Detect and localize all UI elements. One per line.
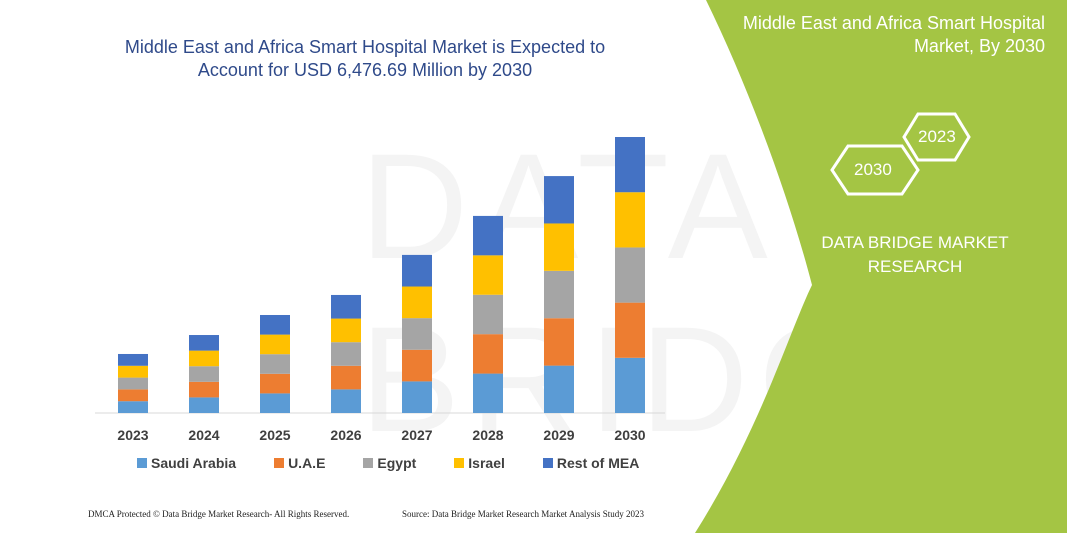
legend-swatch <box>454 458 465 468</box>
legend-item: Rest of MEA <box>542 455 640 471</box>
bar-segment-2029-egypt <box>544 270 574 319</box>
legend-swatch <box>274 458 285 468</box>
bar-segment-2026-rest-of-mea <box>331 294 361 319</box>
bar-segment-2024-u-a-e <box>189 381 219 398</box>
bar-segment-2027-u-a-e <box>402 349 432 382</box>
legend-swatch <box>363 458 374 468</box>
legend-label: Egypt <box>377 455 417 471</box>
brand-text: DATA BRIDGE MARKET RESEARCH <box>815 231 1015 279</box>
legend-label: U.A.E <box>288 455 326 471</box>
footer-copyright: DMCA Protected © Data Bridge Market Rese… <box>88 509 350 519</box>
x-tick-label: 2028 <box>472 427 503 443</box>
bar-segment-2025-rest-of-mea <box>260 314 290 335</box>
x-tick-label: 2030 <box>614 427 645 443</box>
bar-segment-2027-saudi-arabia <box>402 381 432 413</box>
bar-segment-2023-egypt <box>118 377 148 390</box>
bar-segment-2026-u-a-e <box>331 365 361 390</box>
bar-segment-2024-rest-of-mea <box>189 335 219 351</box>
panel-title-line: Market, By 2030 <box>913 36 1045 56</box>
bar-segment-2029-u-a-e <box>544 318 574 366</box>
brand-line: DATA BRIDGE MARKET <box>821 233 1009 252</box>
bar-segment-2030-rest-of-mea <box>615 137 645 193</box>
legend-swatch <box>542 458 553 468</box>
bar-segment-2026-saudi-arabia <box>331 389 361 413</box>
bar-segment-2028-rest-of-mea <box>473 215 503 256</box>
title-line: Middle East and Africa Smart Hospital Ma… <box>124 37 606 57</box>
legend-label: Rest of MEA <box>556 455 640 471</box>
bar-segment-2025-israel <box>260 334 290 355</box>
bar-segment-2025-u-a-e <box>260 373 290 394</box>
bar-segment-2027-egypt <box>402 318 432 350</box>
hexagon-2030 <box>830 144 920 196</box>
brand-line: RESEARCH <box>867 257 963 276</box>
bar-segment-2026-israel <box>331 318 361 343</box>
bar-segment-2025-saudi-arabia <box>260 393 290 413</box>
bar-segment-2029-rest-of-mea <box>544 176 574 224</box>
bar-segment-2024-saudi-arabia <box>189 397 219 413</box>
legend-item: Egypt <box>363 455 416 471</box>
bar-segment-2026-egypt <box>331 342 361 366</box>
legend-item: Israel <box>454 455 505 471</box>
x-tick-label: 2023 <box>117 427 148 443</box>
bar-segment-2023-u-a-e <box>118 389 148 402</box>
hexagon-2023 <box>902 112 971 162</box>
legend-swatch <box>137 458 147 468</box>
bar-segment-2030-u-a-e <box>615 302 645 358</box>
legend-item: U.A.E <box>274 455 325 471</box>
bar-segment-2028-saudi-arabia <box>473 373 503 413</box>
x-tick-label: 2029 <box>543 427 574 443</box>
legend-label: Saudi Arabia <box>151 455 237 471</box>
bar-segment-2024-egypt <box>189 366 219 382</box>
stacked-bar-chart: 2023 2024 2025 2026 2027 2028 2029 2030 <box>95 137 665 443</box>
x-tick-label: 2025 <box>259 427 290 443</box>
bar-segment-2029-saudi-arabia <box>544 365 574 413</box>
bar-segment-2025-egypt <box>260 354 290 374</box>
legend: Saudi Arabia U.A.E Egypt Israel Rest of MEA <box>137 455 677 471</box>
chart-title: Middle East and Africa Smart Hospital Ma… <box>90 36 640 82</box>
bar-segment-2023-rest-of-mea <box>118 353 148 366</box>
hex-label-2023: 2023 <box>918 127 956 146</box>
bar-segment-2028-egypt <box>473 294 503 335</box>
panel-title-line: Middle East and Africa Smart Hospital <box>742 13 1045 33</box>
bar-segment-2027-rest-of-mea <box>402 254 432 287</box>
legend-item: Saudi Arabia <box>137 455 236 471</box>
hex-label-2030: 2030 <box>854 160 892 179</box>
bar-segment-2027-israel <box>402 286 432 319</box>
x-tick-label: 2026 <box>330 427 361 443</box>
bar-segment-2023-saudi-arabia <box>118 401 148 413</box>
title-line: Account for USD 6,476.69 Million by 2030 <box>197 60 533 80</box>
bar-segment-2024-israel <box>189 350 219 367</box>
bar-segment-2030-egypt <box>615 247 645 303</box>
x-tick-label: 2024 <box>188 427 219 443</box>
bar-segment-2023-israel <box>118 365 148 378</box>
x-tick-label: 2027 <box>401 427 432 443</box>
bar-segment-2030-israel <box>615 192 645 248</box>
bar-segment-2028-israel <box>473 255 503 295</box>
bar-segment-2030-saudi-arabia <box>615 357 645 413</box>
panel-title: Middle East and Africa Smart Hospital Ma… <box>705 12 1045 58</box>
legend-label: Israel <box>468 455 505 471</box>
bar-segment-2028-u-a-e <box>473 334 503 374</box>
footer-source: Source: Data Bridge Market Research Mark… <box>402 509 644 519</box>
bar-segment-2029-israel <box>544 223 574 271</box>
